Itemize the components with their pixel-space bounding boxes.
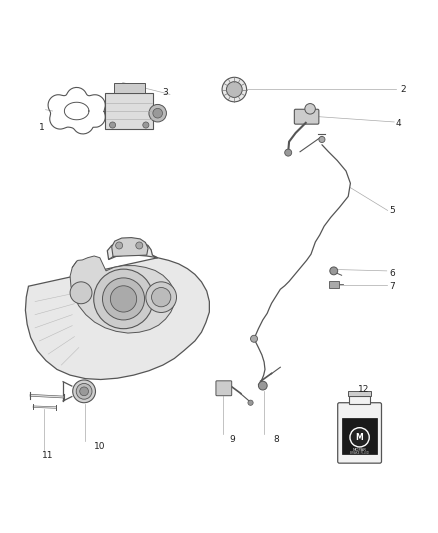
Circle shape xyxy=(248,400,253,405)
Circle shape xyxy=(70,282,92,304)
Circle shape xyxy=(330,267,338,275)
Circle shape xyxy=(146,282,177,312)
Circle shape xyxy=(153,108,162,118)
Circle shape xyxy=(319,136,325,142)
Text: MOPAR: MOPAR xyxy=(353,448,367,452)
Text: 10: 10 xyxy=(94,441,106,450)
Polygon shape xyxy=(25,241,209,379)
Circle shape xyxy=(258,381,267,390)
Text: BRAKE FLUID: BRAKE FLUID xyxy=(350,450,369,455)
Text: 7: 7 xyxy=(389,282,395,290)
Text: 5: 5 xyxy=(389,206,395,215)
Text: 11: 11 xyxy=(42,451,54,460)
Circle shape xyxy=(285,149,292,156)
Circle shape xyxy=(251,335,258,342)
Text: 12: 12 xyxy=(358,385,369,394)
FancyBboxPatch shape xyxy=(105,93,153,130)
Text: 4: 4 xyxy=(396,119,401,128)
Text: 1: 1 xyxy=(39,123,45,132)
Circle shape xyxy=(73,380,95,403)
Circle shape xyxy=(136,242,143,249)
Bar xyxy=(342,418,377,454)
Text: 2: 2 xyxy=(400,85,406,94)
Text: 3: 3 xyxy=(162,87,169,96)
Circle shape xyxy=(143,122,149,128)
Circle shape xyxy=(149,104,166,122)
Circle shape xyxy=(350,427,369,447)
Circle shape xyxy=(305,103,315,114)
Circle shape xyxy=(152,287,171,307)
Circle shape xyxy=(76,383,92,399)
Circle shape xyxy=(94,269,153,329)
Text: 9: 9 xyxy=(229,434,235,443)
Circle shape xyxy=(226,82,242,98)
Bar xyxy=(349,395,370,405)
Circle shape xyxy=(110,286,137,312)
Text: M: M xyxy=(356,433,364,442)
FancyBboxPatch shape xyxy=(338,403,381,463)
FancyBboxPatch shape xyxy=(216,381,232,395)
Circle shape xyxy=(222,77,247,102)
Polygon shape xyxy=(112,238,148,256)
Bar xyxy=(348,391,371,395)
Circle shape xyxy=(102,278,145,320)
FancyBboxPatch shape xyxy=(294,109,319,124)
Text: 8: 8 xyxy=(273,434,279,443)
Bar xyxy=(328,280,339,287)
Polygon shape xyxy=(70,256,175,333)
Circle shape xyxy=(80,387,88,395)
Text: 6: 6 xyxy=(389,269,395,278)
FancyBboxPatch shape xyxy=(114,83,145,93)
Circle shape xyxy=(110,122,116,128)
Circle shape xyxy=(116,242,123,249)
